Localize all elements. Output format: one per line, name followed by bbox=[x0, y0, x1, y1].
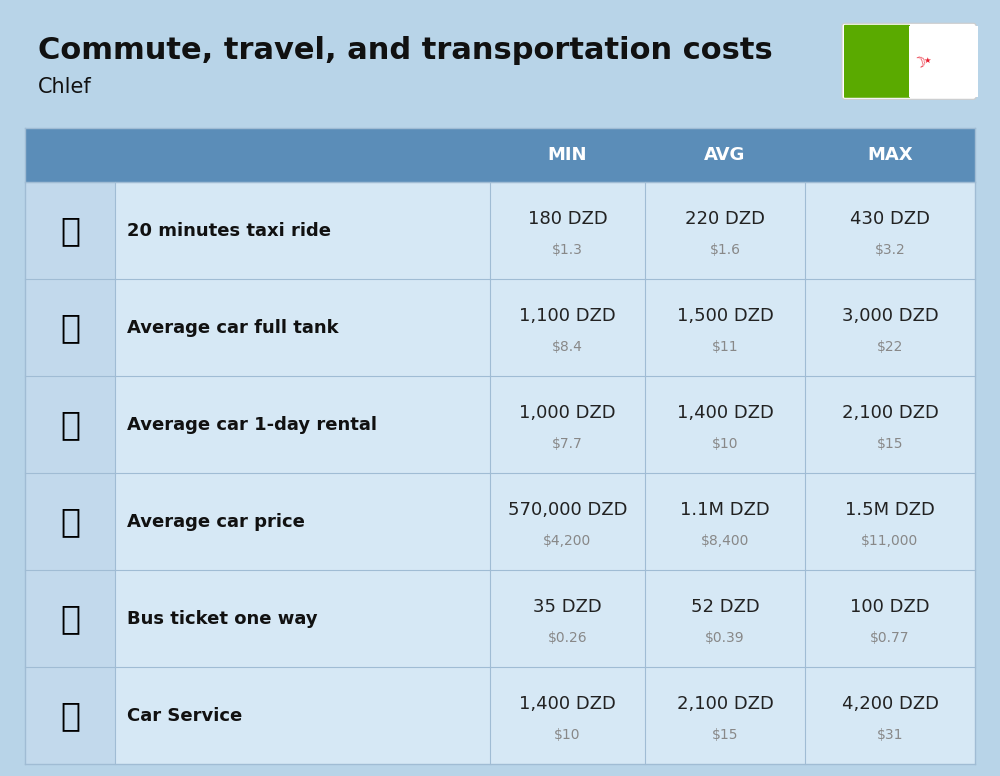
Text: Commute, travel, and transportation costs: Commute, travel, and transportation cost… bbox=[38, 36, 773, 65]
Bar bbox=[25, 182, 975, 279]
Text: $4,200: $4,200 bbox=[543, 534, 592, 549]
Text: MAX: MAX bbox=[867, 146, 913, 165]
Text: 1,500 DZD: 1,500 DZD bbox=[677, 307, 773, 325]
Text: 20 minutes taxi ride: 20 minutes taxi ride bbox=[127, 222, 331, 240]
Text: Average car full tank: Average car full tank bbox=[127, 319, 339, 337]
Text: $31: $31 bbox=[877, 728, 903, 743]
Text: Chlef: Chlef bbox=[38, 77, 92, 97]
Text: 1,000 DZD: 1,000 DZD bbox=[519, 404, 616, 422]
Text: $0.26: $0.26 bbox=[548, 631, 587, 646]
Text: $15: $15 bbox=[712, 728, 738, 743]
Text: AVG: AVG bbox=[704, 146, 746, 165]
Text: $10: $10 bbox=[712, 437, 738, 452]
Text: 52 DZD: 52 DZD bbox=[691, 598, 759, 616]
Text: 🚌: 🚌 bbox=[60, 602, 80, 636]
Text: 570,000 DZD: 570,000 DZD bbox=[508, 501, 627, 519]
Text: $22: $22 bbox=[877, 340, 903, 355]
Bar bbox=[25, 279, 975, 376]
Text: 1,400 DZD: 1,400 DZD bbox=[677, 404, 773, 422]
Text: 1,400 DZD: 1,400 DZD bbox=[519, 695, 616, 713]
Text: 2,100 DZD: 2,100 DZD bbox=[677, 695, 773, 713]
FancyBboxPatch shape bbox=[844, 25, 910, 98]
Bar bbox=[25, 279, 115, 376]
Text: $11: $11 bbox=[712, 340, 738, 355]
Text: 2,100 DZD: 2,100 DZD bbox=[842, 404, 938, 422]
Bar bbox=[25, 473, 975, 570]
Text: 220 DZD: 220 DZD bbox=[685, 210, 765, 228]
Bar bbox=[25, 570, 115, 667]
Text: 🚕: 🚕 bbox=[60, 214, 80, 248]
Text: 🚗: 🚗 bbox=[60, 408, 80, 442]
Bar bbox=[25, 473, 115, 570]
Text: 🔧: 🔧 bbox=[60, 699, 80, 733]
Text: ☽: ☽ bbox=[910, 52, 928, 71]
Bar bbox=[25, 376, 975, 473]
Text: $15: $15 bbox=[877, 437, 903, 452]
Bar bbox=[25, 667, 115, 764]
Text: Average car 1-day rental: Average car 1-day rental bbox=[127, 416, 377, 434]
Text: 1,100 DZD: 1,100 DZD bbox=[519, 307, 616, 325]
Text: 100 DZD: 100 DZD bbox=[850, 598, 930, 616]
Text: $1.3: $1.3 bbox=[552, 243, 583, 258]
Text: $0.77: $0.77 bbox=[870, 631, 910, 646]
Text: 180 DZD: 180 DZD bbox=[528, 210, 607, 228]
Text: $8,400: $8,400 bbox=[701, 534, 749, 549]
Text: $8.4: $8.4 bbox=[552, 340, 583, 355]
Text: 1.1M DZD: 1.1M DZD bbox=[680, 501, 770, 519]
Text: $10: $10 bbox=[554, 728, 581, 743]
Bar bbox=[25, 128, 975, 182]
Text: 35 DZD: 35 DZD bbox=[533, 598, 602, 616]
FancyBboxPatch shape bbox=[842, 23, 976, 99]
Text: $1.6: $1.6 bbox=[710, 243, 741, 258]
Text: 430 DZD: 430 DZD bbox=[850, 210, 930, 228]
Text: $0.39: $0.39 bbox=[705, 631, 745, 646]
Text: 4,200 DZD: 4,200 DZD bbox=[842, 695, 938, 713]
Text: 3,000 DZD: 3,000 DZD bbox=[842, 307, 938, 325]
Bar bbox=[25, 376, 115, 473]
Bar bbox=[25, 667, 975, 764]
Text: Car Service: Car Service bbox=[127, 707, 242, 725]
Text: 🚗: 🚗 bbox=[60, 505, 80, 539]
Text: ⛽: ⛽ bbox=[60, 311, 80, 345]
Text: Bus ticket one way: Bus ticket one way bbox=[127, 610, 318, 628]
Bar bbox=[25, 570, 975, 667]
Text: $7.7: $7.7 bbox=[552, 437, 583, 452]
Text: 1.5M DZD: 1.5M DZD bbox=[845, 501, 935, 519]
Text: $11,000: $11,000 bbox=[861, 534, 919, 549]
Text: MIN: MIN bbox=[548, 146, 587, 165]
Text: ★: ★ bbox=[924, 56, 931, 65]
Text: Average car price: Average car price bbox=[127, 513, 305, 531]
Text: $3.2: $3.2 bbox=[875, 243, 905, 258]
Bar bbox=[25, 182, 115, 279]
Bar bbox=[909, 26, 978, 97]
